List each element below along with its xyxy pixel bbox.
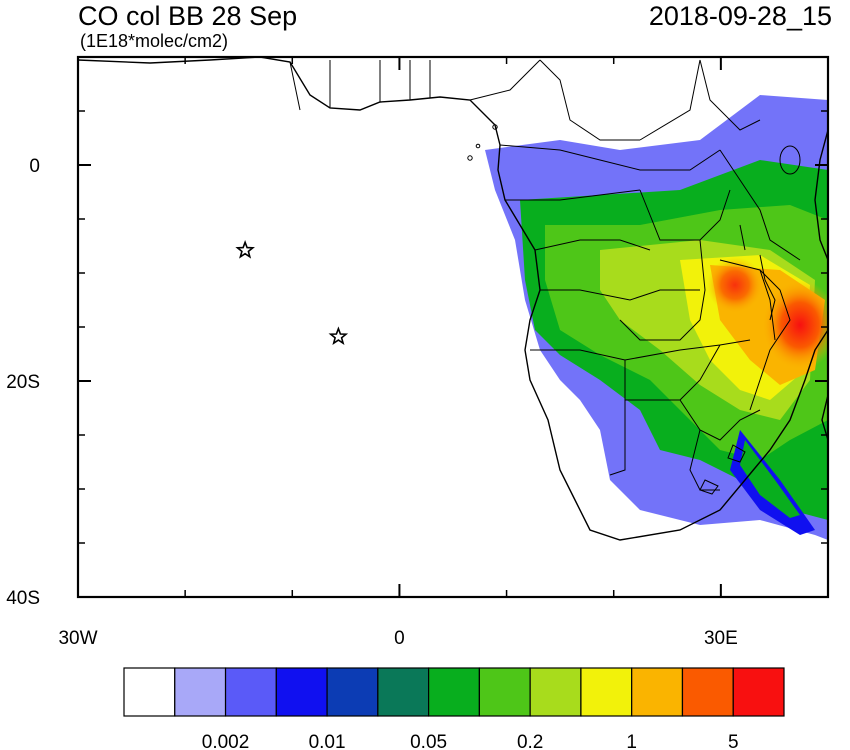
x-tick-label-30e: 30E — [704, 628, 738, 649]
site-markers — [235, 240, 349, 346]
co-plume-field — [485, 95, 828, 540]
madagascar-edge — [821, 394, 828, 441]
colorbar-box-0 — [123, 667, 176, 717]
colorbar-label-02: 0.2 — [517, 732, 543, 750]
minor-ticks — [78, 57, 829, 597]
plume-tail-south-inner — [740, 440, 800, 518]
colorbar-box-9 — [580, 667, 633, 717]
country-borders — [289, 59, 801, 495]
colorbar-box-1 — [174, 667, 227, 717]
valid-time: 2018-09-28_15 — [648, 1, 832, 31]
plume-hotspot-central — [707, 257, 763, 313]
east-africa-coast — [814, 129, 828, 261]
y-tick-label-40s: 40S — [6, 588, 40, 609]
colorbar-label-5: 5 — [728, 732, 739, 750]
x-tick-label-30w: 30W — [58, 628, 97, 649]
map-area — [78, 57, 828, 541]
colorbar-label-0002: 0.002 — [202, 732, 250, 750]
colorbar: 0.002 0.01 0.05 0.2 1 5 — [123, 667, 785, 750]
y-tick-label-0: 0 — [29, 156, 40, 177]
colorbar-box-3 — [275, 667, 328, 717]
colorbar-box-12 — [732, 667, 785, 717]
islands — [467, 124, 498, 161]
colorbar-box-11 — [681, 667, 734, 717]
colorbar-box-4 — [326, 667, 379, 717]
plot-title: CO col BB 28 Sep — [78, 1, 298, 31]
colorbar-box-6 — [428, 667, 480, 717]
colorbar-box-7 — [478, 667, 531, 717]
x-tick-label-0: 0 — [394, 628, 405, 649]
star-marker-2 — [328, 326, 349, 346]
units-label: (1E18*molec/cm2) — [80, 31, 229, 51]
y-tick-label-20s: 20S — [6, 372, 40, 393]
colorbar-box-8 — [529, 667, 582, 717]
colorbar-box-5 — [377, 667, 430, 717]
colorbar-label-001: 0.01 — [309, 732, 346, 750]
colorbar-label-1: 1 — [626, 732, 637, 750]
colorbar-label-005: 0.05 — [410, 732, 447, 750]
star-marker-1 — [235, 240, 255, 259]
plume-hotspot-east — [762, 280, 828, 370]
colorbar-box-10 — [631, 667, 684, 717]
lake-outlines — [739, 145, 801, 321]
colorbar-box-2 — [224, 667, 277, 717]
major-ticks — [77, 57, 828, 598]
